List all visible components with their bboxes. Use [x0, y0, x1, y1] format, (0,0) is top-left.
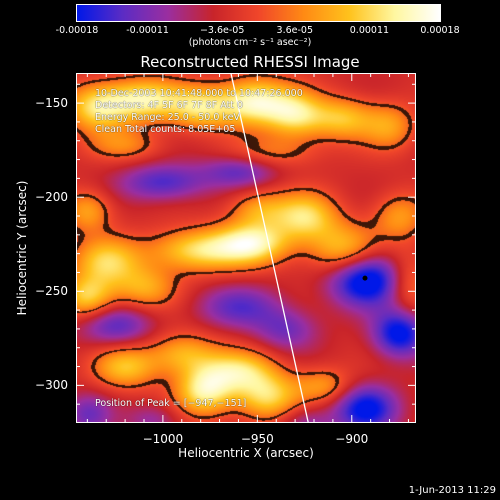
plot-frame	[76, 73, 416, 423]
colorbar-tick-label: 3.6e-05	[276, 25, 314, 36]
colorbar-units: (photons cm⁻² s⁻¹ asec⁻²)	[188, 37, 312, 48]
x-tick-label: −950	[240, 432, 274, 446]
colorbar	[76, 4, 441, 22]
colorbar-tick-label: -0.00011	[126, 25, 169, 36]
x-tick-label: −1000	[142, 432, 184, 446]
annotation-energy-range: Energy Range: 25.0 - 50.0 keV	[95, 112, 240, 123]
annotation-time-range: 10-Dec-2003 10:41:48.000 to 10:47:26.000	[95, 88, 303, 99]
y-axis-label: Heliocentric Y (arcsec)	[15, 180, 29, 316]
map-center-marker	[362, 275, 368, 281]
annotation-peak-position: Position of Peak = [−947,−151]	[95, 398, 247, 409]
y-tick-label: −250	[35, 284, 68, 299]
y-tick-label: −300	[35, 378, 68, 393]
y-tick-label: −200	[35, 190, 68, 205]
colorbar-tick-label: −3.6e-05	[199, 25, 245, 36]
heatmap-plot	[76, 73, 416, 423]
colorbar-tick-label: 0.00018	[420, 25, 460, 36]
chart-title: Reconstructed RHESSI Image	[140, 53, 360, 71]
y-tick-label: −150	[35, 96, 68, 111]
annotation-detectors: Detectors: 4F 5F 6F 7F 8F Att 0	[95, 100, 244, 111]
solar-limb-line	[230, 73, 309, 423]
annotation-method: Clean Total counts: 8.05E+05	[95, 124, 236, 135]
colorbar-tick-label: -0.00018	[55, 25, 99, 36]
colorbar-tick-label: 0.00011	[349, 25, 390, 36]
heatmap-image	[76, 73, 416, 423]
x-tick-label: −900	[335, 432, 369, 446]
x-axis-label: Heliocentric X (arcsec)	[178, 446, 314, 460]
footer-date: 1-Jun-2013 11:29	[408, 485, 496, 496]
